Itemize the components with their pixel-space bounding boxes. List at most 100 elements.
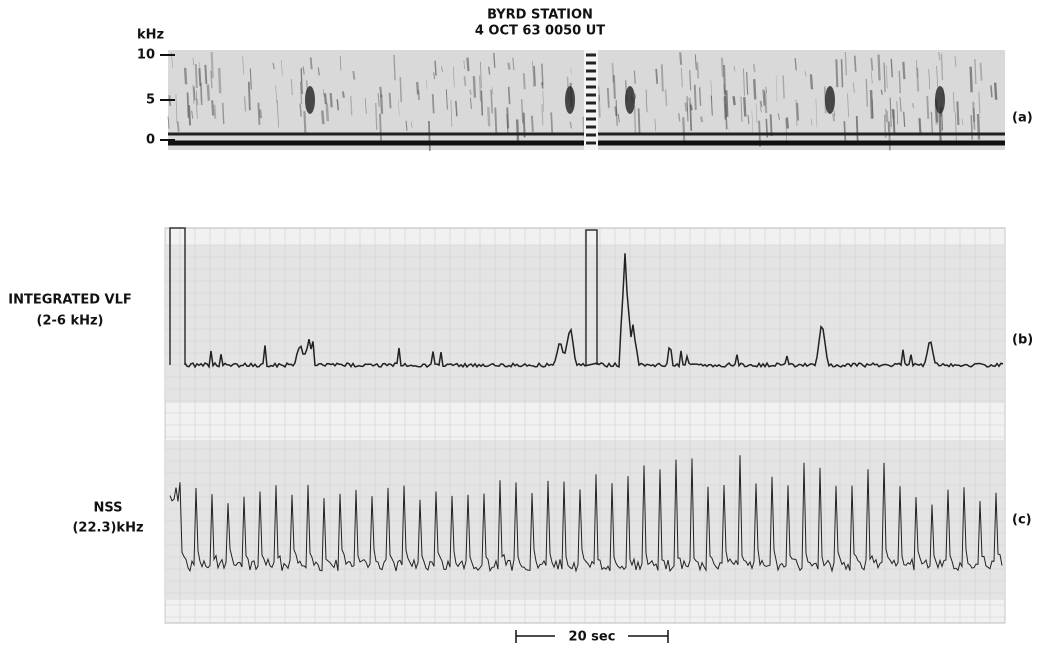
streak	[479, 61, 482, 89]
streak	[679, 52, 683, 65]
streak	[210, 70, 213, 89]
streak	[689, 69, 692, 91]
streak	[434, 60, 437, 76]
whistler-blob	[625, 86, 635, 114]
streak	[606, 87, 610, 108]
streak	[688, 97, 692, 104]
whistler-blob	[935, 86, 945, 114]
streak	[993, 82, 998, 100]
streak	[186, 92, 190, 118]
streak	[911, 102, 915, 109]
streak	[433, 72, 436, 80]
streak	[699, 116, 704, 123]
streak	[522, 73, 526, 90]
streak	[891, 108, 895, 120]
streak	[175, 94, 178, 124]
streak	[532, 61, 534, 87]
streak	[210, 52, 214, 79]
streak	[530, 115, 534, 133]
streak	[431, 93, 435, 114]
streak	[309, 57, 313, 70]
streak	[972, 101, 976, 122]
streak	[445, 89, 448, 110]
streak	[954, 112, 957, 142]
streak	[853, 55, 857, 72]
streak	[725, 90, 729, 117]
streak	[969, 66, 973, 93]
streak	[682, 117, 686, 144]
streak	[364, 98, 367, 114]
streak	[664, 89, 668, 107]
streak	[415, 81, 420, 95]
streak	[247, 81, 251, 111]
streak	[478, 75, 482, 102]
streak	[393, 54, 396, 81]
streak	[926, 96, 930, 119]
streak	[300, 68, 303, 95]
streak	[379, 94, 384, 114]
tick-label: 5	[146, 93, 155, 108]
whistler-blob	[565, 86, 575, 114]
streak	[759, 100, 763, 108]
streak	[747, 114, 750, 125]
streak	[755, 103, 758, 124]
streak	[550, 112, 554, 134]
streak	[733, 66, 736, 72]
streak	[889, 97, 892, 128]
streak	[795, 99, 798, 127]
streak	[275, 85, 277, 104]
streak	[541, 104, 544, 126]
streak	[191, 110, 194, 119]
panel-label: (b)	[1012, 333, 1033, 348]
streak	[769, 114, 773, 137]
streak	[810, 118, 813, 126]
streak	[199, 83, 203, 106]
streak	[188, 105, 192, 126]
streak	[200, 82, 203, 102]
streak	[299, 103, 302, 117]
streak	[782, 75, 785, 99]
streak	[865, 79, 868, 107]
streak	[689, 104, 693, 111]
streak	[193, 86, 196, 101]
streak	[249, 68, 252, 90]
streak	[698, 87, 702, 106]
tick-label: 10	[137, 48, 155, 63]
streak	[211, 100, 215, 116]
streak	[930, 111, 933, 136]
streak	[751, 110, 754, 133]
streak	[322, 89, 325, 97]
whistler-blob	[825, 86, 835, 114]
streak	[569, 121, 572, 129]
streak	[732, 96, 736, 106]
streak	[938, 113, 942, 142]
streak	[323, 93, 328, 105]
streak	[542, 90, 545, 113]
streak	[885, 65, 888, 89]
streak	[952, 91, 955, 113]
time-mark-gap	[584, 50, 598, 150]
streak	[243, 96, 247, 112]
streak	[746, 71, 749, 95]
streak	[598, 86, 601, 102]
streak	[855, 116, 859, 144]
streak	[377, 93, 380, 107]
streak	[833, 109, 836, 117]
streak	[684, 102, 688, 112]
streak	[417, 89, 421, 101]
streak	[979, 62, 983, 81]
streak	[487, 66, 491, 75]
streak	[493, 52, 496, 68]
streak	[507, 86, 511, 105]
streak	[743, 97, 747, 117]
streak	[726, 120, 729, 131]
panel-label: (a)	[1012, 111, 1033, 126]
streak	[196, 98, 199, 106]
streak	[597, 94, 601, 118]
streak	[634, 93, 637, 99]
streak	[339, 55, 342, 71]
channel-band: (22.3)kHz	[72, 521, 143, 536]
streak	[388, 92, 392, 109]
